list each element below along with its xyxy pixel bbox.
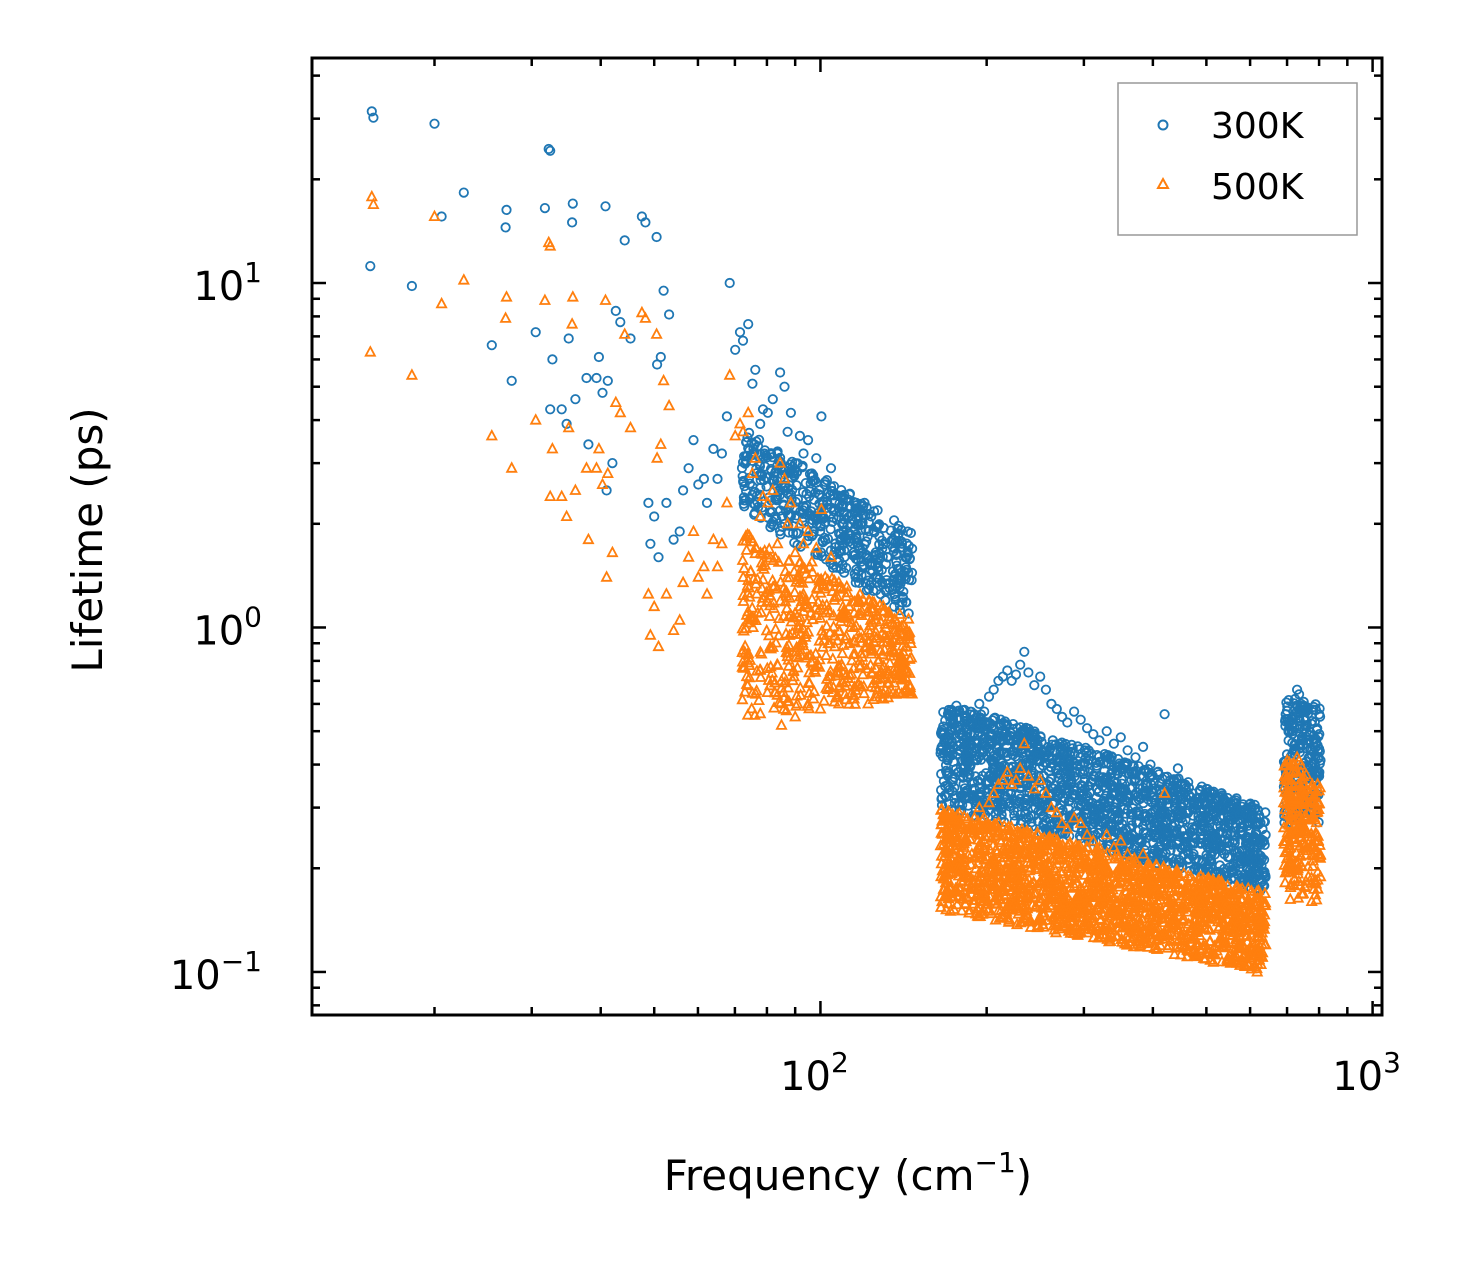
point-300K	[834, 547, 845, 558]
series-300K	[365, 106, 1326, 896]
point-300K	[891, 549, 902, 561]
point-300K	[813, 489, 824, 500]
point-300K	[835, 528, 846, 540]
point-300K	[860, 570, 872, 581]
point-300K	[871, 549, 882, 561]
point-300K	[882, 551, 893, 563]
point-300K	[877, 539, 889, 550]
point-300K	[897, 593, 909, 604]
point-300K	[801, 488, 812, 499]
point-300K	[897, 597, 908, 608]
point-300K	[787, 527, 799, 539]
point-300K	[741, 437, 752, 448]
point-300K	[861, 585, 872, 596]
point-300K	[889, 543, 900, 554]
point-300K	[1255, 817, 1266, 828]
point-300K	[783, 489, 794, 500]
point-300K	[769, 470, 780, 482]
point-300K	[825, 524, 836, 535]
point-300K	[767, 516, 779, 527]
point-300K	[740, 495, 751, 506]
point-300K	[892, 529, 904, 541]
point-300K	[902, 526, 913, 537]
point-300K	[868, 506, 880, 517]
point-300K	[814, 526, 826, 537]
point-300K	[892, 523, 903, 534]
point-300K	[850, 571, 861, 583]
point-300K	[739, 501, 750, 512]
point-300K	[901, 538, 912, 549]
point-300K	[775, 529, 786, 540]
point-300K	[888, 515, 900, 526]
point-300K	[903, 608, 914, 619]
point-300K	[851, 529, 862, 540]
point-300K	[792, 528, 804, 539]
point-300K	[887, 566, 899, 577]
point-300K	[1083, 745, 1094, 756]
point-300K	[787, 521, 799, 532]
point-300K	[850, 553, 862, 564]
point-300K	[806, 471, 817, 482]
point-300K	[873, 519, 885, 530]
point-300K	[860, 524, 871, 536]
point-300K	[871, 522, 882, 533]
point-300K	[815, 509, 826, 520]
point-300K	[792, 494, 804, 505]
plot-area	[310, 56, 1384, 1017]
point-300K	[743, 427, 755, 438]
point-300K	[738, 476, 749, 487]
point-300K	[823, 487, 834, 498]
point-300K	[900, 552, 911, 563]
point-300K	[786, 494, 797, 505]
point-300K	[936, 800, 948, 811]
point-300K	[895, 578, 906, 589]
point-300K	[858, 501, 869, 512]
point-300K	[786, 472, 797, 483]
point-300K	[744, 478, 756, 489]
point-300K	[755, 482, 766, 494]
point-300K	[756, 469, 767, 480]
point-300K	[803, 491, 815, 502]
point-300K	[866, 511, 877, 522]
point-300K	[862, 531, 873, 542]
point-300K	[797, 505, 809, 516]
point-300K	[792, 539, 803, 551]
point-300K	[840, 562, 852, 574]
point-300K	[749, 499, 761, 510]
point-300K	[800, 477, 811, 489]
point-300K	[737, 457, 749, 468]
point-300K	[889, 601, 900, 612]
point-300K	[761, 481, 772, 492]
point-300K	[767, 506, 778, 517]
point-300K	[906, 543, 918, 554]
point-300K	[815, 519, 826, 531]
point-300K	[883, 578, 894, 589]
point-300K	[834, 540, 845, 551]
point-300K	[748, 443, 759, 455]
point-300K	[877, 551, 888, 562]
point-300K	[820, 534, 831, 546]
